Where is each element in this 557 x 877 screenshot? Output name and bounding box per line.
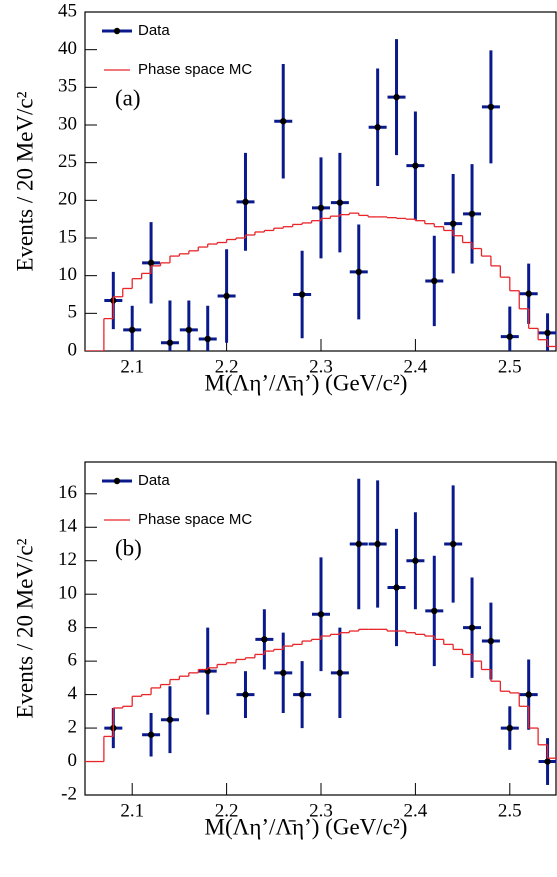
y-tick-label: 20 [58, 189, 77, 210]
data-point [317, 204, 325, 212]
y-tick-label: 2 [68, 716, 78, 737]
data-point [412, 162, 419, 169]
data-point [393, 584, 400, 591]
y-tick-label: 10 [58, 583, 77, 604]
y-tick-label: 35 [58, 76, 77, 97]
x-tick-label: 2.1 [120, 356, 144, 377]
x-tick-label: 2.5 [498, 800, 522, 821]
data-point [280, 669, 287, 677]
y-axis-title: Events / 20 MeV/c² [12, 91, 37, 271]
data-point [374, 124, 381, 131]
y-tick-label: 45 [58, 0, 77, 21]
data-point [487, 637, 495, 645]
panel: 0 5 10 15 20 25 30 35 40 45 2.1 2.2 2.3 2.4 2.5 M(Λη’/Λ… [12, 0, 557, 395]
x-tick-label: 2.4 [404, 356, 428, 377]
panel-annotation: (b) [115, 535, 142, 560]
data-point [355, 268, 362, 276]
y-tick-label: 15 [58, 226, 77, 247]
y-tick-label: 25 [58, 151, 77, 172]
data-point [431, 277, 438, 285]
data-point [280, 118, 287, 125]
y-tick-label: 14 [58, 516, 78, 537]
data-point [242, 691, 249, 698]
data-point [317, 611, 325, 618]
y-tick-label: 6 [68, 649, 78, 670]
y-tick-label: 30 [58, 113, 77, 134]
x-tick-label: 2.2 [215, 800, 239, 821]
x-tick-label: 2.4 [404, 800, 428, 821]
y-tick-label: 16 [58, 482, 77, 503]
data-point [166, 339, 174, 346]
data-point [147, 731, 155, 738]
data-point [544, 329, 551, 337]
legend-label: Phase space MC [138, 61, 252, 78]
data-point [506, 724, 513, 732]
data-point [185, 326, 193, 334]
x-tick-label: 2.3 [309, 800, 333, 821]
data-point [223, 292, 230, 300]
plot-area [85, 39, 557, 351]
panel-annotation: (a) [115, 85, 141, 110]
x-axis-title: M(Λη’/Λ̄η’) (GeV/c²) [205, 814, 408, 839]
x-tick-label: 2.3 [309, 356, 333, 377]
data-point [449, 220, 457, 227]
y-tick-label: 10 [58, 264, 77, 285]
legend-label: Data [138, 22, 170, 39]
legend-label: Data [138, 472, 170, 489]
data-point [355, 540, 362, 548]
data-point [431, 607, 438, 615]
x-axis-title: M(Λη’/Λ̄η’) (GeV/c²) [205, 370, 408, 395]
data-point [468, 624, 476, 631]
y-tick-label: -2 [61, 783, 77, 804]
data-point [525, 691, 532, 698]
data-point [393, 93, 400, 101]
legend-marker [113, 477, 121, 485]
data-point [506, 333, 513, 340]
legend-marker [113, 27, 121, 35]
y-tick-label: 0 [68, 339, 78, 360]
data-point [525, 290, 532, 297]
data-point [449, 540, 457, 548]
y-tick-label: 40 [58, 38, 77, 59]
data-point [298, 291, 306, 298]
data-point [129, 326, 136, 334]
data-point [166, 716, 174, 723]
data-point [298, 691, 306, 698]
data-point [336, 669, 344, 677]
data-point [147, 259, 155, 267]
legend-label: Phase space MC [138, 511, 252, 528]
x-tick-label: 2.1 [120, 800, 144, 821]
data-point [412, 557, 419, 564]
plot-area [85, 478, 557, 785]
data-point [204, 335, 211, 343]
data-point [242, 198, 249, 206]
y-axis-title: Events / 20 MeV/c² [12, 538, 37, 718]
data-point [468, 210, 476, 218]
panel: -2 0 2 4 6 8 10 12 14 16 2.1 2.2 2.3 2.4 2.5 M(Λη’/Λ̄η’… [12, 461, 557, 839]
data-point [544, 758, 551, 765]
y-tick-label: 8 [68, 616, 78, 637]
data-point [336, 199, 344, 206]
data-point [261, 636, 268, 643]
y-tick-label: 4 [68, 683, 78, 704]
y-tick-label: 0 [68, 750, 78, 771]
x-tick-label: 2.2 [215, 356, 239, 377]
data-point [487, 103, 495, 111]
data-point [374, 540, 381, 548]
x-tick-label: 2.5 [498, 356, 522, 377]
y-tick-label: 5 [68, 302, 78, 323]
y-tick-label: 12 [58, 549, 77, 570]
